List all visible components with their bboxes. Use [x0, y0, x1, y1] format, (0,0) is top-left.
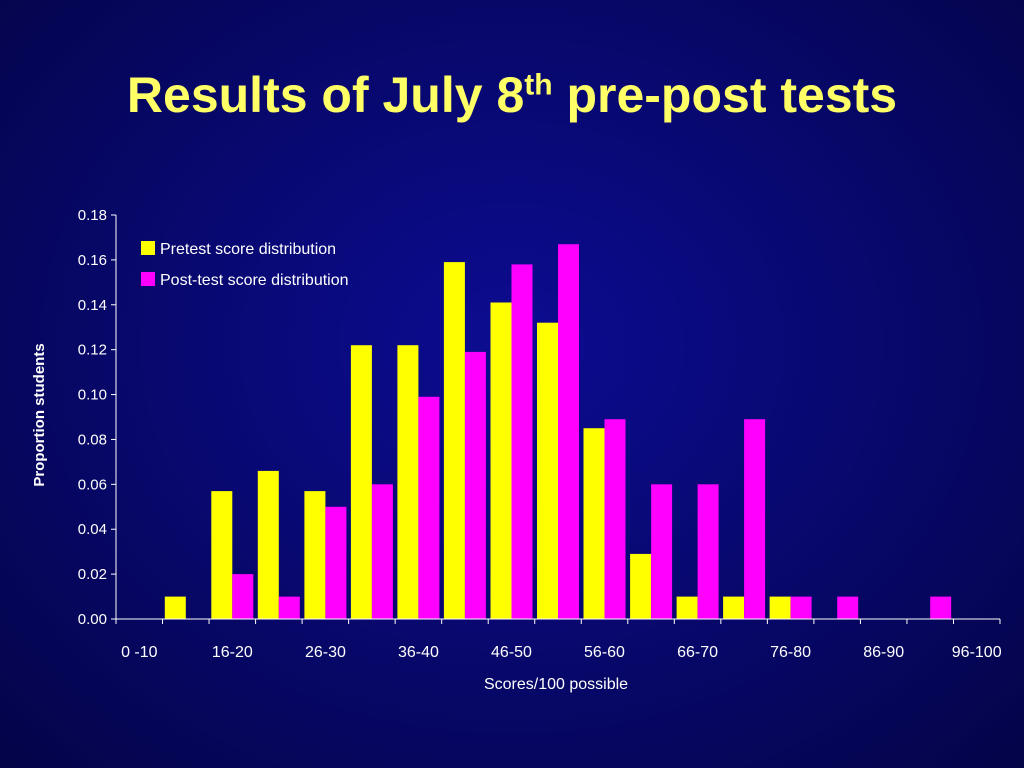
- pretest-bar-46-50: [490, 302, 512, 619]
- title-main-text: Results of July 8: [126, 67, 525, 123]
- pretest-bar-31-35: [350, 345, 372, 619]
- x-tick-label: 0 -10: [121, 644, 158, 661]
- posttest-bar-76-80: [790, 596, 812, 619]
- pretest-bar-16-20: [211, 491, 233, 619]
- y-tick-label: 0.02: [78, 566, 107, 583]
- plot-bars: [164, 244, 952, 619]
- x-tick-label: 86-90: [863, 644, 904, 661]
- pretest-bar-66-70: [676, 596, 698, 619]
- pretest-bar-71-75: [723, 596, 745, 619]
- y-tick-label: 0.04: [78, 521, 107, 538]
- pretest-bar-76-80: [769, 596, 791, 619]
- y-tick-label: 0.00: [78, 611, 107, 628]
- legend-label-pretest: Pretest score distribution: [160, 241, 336, 258]
- y-tick-label: 0.08: [78, 431, 107, 448]
- y-tick-label: 0.14: [78, 297, 107, 314]
- posttest-bar-91-95: [930, 596, 952, 619]
- y-tick-label: 0.10: [78, 387, 107, 404]
- pretest-bar-26-30: [304, 491, 326, 619]
- posttest-bar-51-55: [558, 244, 579, 619]
- x-tick-label: 76-80: [770, 644, 811, 661]
- title-superscript: th: [524, 68, 553, 102]
- pretest-bar-56-60: [583, 428, 605, 619]
- legend-swatch-posttest: [141, 272, 155, 286]
- y-tick-label: 0.06: [78, 476, 107, 493]
- y-tick-label: 0.16: [78, 252, 107, 269]
- x-axis-label: Scores/100 possible: [484, 676, 628, 693]
- posttest-bar-41-45: [464, 351, 486, 619]
- pretest-bar-61-65: [630, 553, 652, 619]
- posttest-bar-26-30: [325, 506, 347, 619]
- title-rest-text: pre-post tests: [552, 67, 898, 123]
- x-tick-label: 96-100: [952, 644, 1002, 661]
- y-tick-label: 0.18: [78, 207, 107, 224]
- y-axis-label: Proportion students: [31, 343, 48, 486]
- chart-legend: Pretest score distribution Post-test scor…: [141, 241, 349, 289]
- pretest-bar-41-45: [443, 262, 465, 619]
- x-tick-label: 56-60: [584, 644, 625, 661]
- legend-swatch-pretest: [141, 241, 155, 255]
- chart-axes: 0.00 0.02 0.04 0.06 0.08 0.10 0.12 0.14 0.16 0.18…: [78, 207, 1002, 661]
- posttest-bar-16-20: [232, 574, 254, 619]
- posttest-bar-56-60: [604, 419, 626, 619]
- posttest-bar-81-85: [837, 596, 859, 619]
- posttest-bar-66-70: [697, 484, 719, 619]
- pretest-bar-11-15: [164, 596, 186, 619]
- posttest-bar-46-50: [511, 264, 533, 619]
- x-tick-label: 16-20: [212, 644, 253, 661]
- pretest-bar-36-40: [397, 345, 419, 619]
- posttest-bar-31-35: [371, 484, 393, 619]
- pretest-bar-51-55: [537, 322, 558, 619]
- posttest-bar-36-40: [418, 396, 440, 619]
- x-tick-label: 26-30: [305, 644, 346, 661]
- posttest-bar-61-65: [651, 484, 673, 619]
- x-tick-label: 36-40: [398, 644, 439, 661]
- posttest-bar-71-75: [744, 419, 766, 619]
- posttest-bar-21-25: [278, 596, 300, 619]
- slide-title: Results of July 8th pre-post tests: [0, 68, 1024, 123]
- y-tick-label: 0.12: [78, 342, 107, 359]
- pretest-bar-21-25: [257, 470, 279, 619]
- x-tick-label: 46-50: [491, 644, 532, 661]
- legend-label-posttest: Post-test score distribution: [160, 272, 349, 289]
- x-tick-label: 66-70: [677, 644, 718, 661]
